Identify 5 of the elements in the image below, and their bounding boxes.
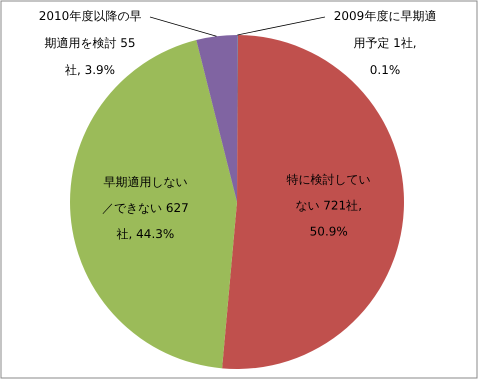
slice-label: 2010年度以降の早期適用を検討 55社, 3.9% <box>38 9 142 78</box>
pie-slice <box>196 35 237 202</box>
slice-label: 早期適用しない／できない 627社, 44.3% <box>102 175 189 242</box>
slice-label: 2009年度に早期適用予定 1社, 0.1% <box>334 9 436 78</box>
slice-label: 特に検討していない 721社, 50.9% <box>286 172 371 239</box>
